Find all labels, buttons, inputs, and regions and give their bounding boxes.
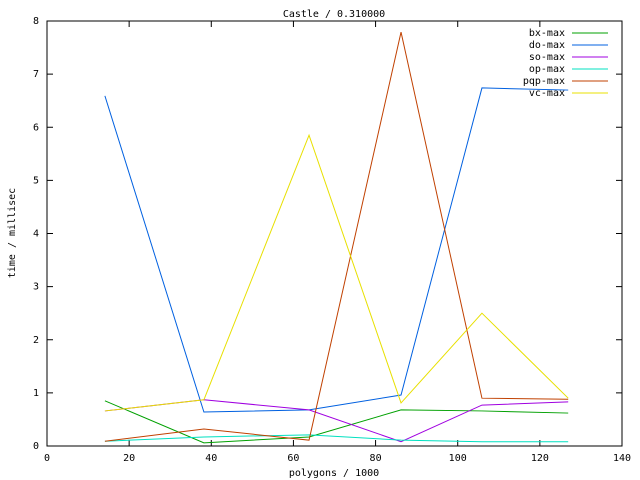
line-series	[104, 400, 569, 444]
y-tick-label: 2	[33, 335, 39, 346]
x-tick-label: 100	[449, 453, 467, 464]
x-tick-label: 60	[287, 453, 299, 464]
chart-title: Castle / 0.310000	[283, 9, 385, 20]
x-axis-label: polygons / 1000	[289, 468, 379, 479]
legend-label: do-max	[529, 40, 565, 51]
x-tick-label: 80	[370, 453, 382, 464]
legend-label: vc-max	[529, 88, 565, 99]
x-tick-label: 140	[613, 453, 631, 464]
y-tick-label: 0	[33, 441, 39, 452]
x-tick-label: 40	[205, 453, 217, 464]
y-axis-label: time / millisec	[7, 188, 18, 278]
y-tick-label: 6	[33, 122, 39, 133]
y-tick-label: 3	[33, 282, 39, 293]
y-tick-label: 8	[33, 16, 39, 27]
x-tick-label: 0	[44, 453, 50, 464]
x-tick-label: 120	[531, 453, 549, 464]
legend-label: so-max	[529, 52, 565, 63]
y-tick-label: 5	[33, 175, 39, 186]
y-tick-label: 1	[33, 388, 39, 399]
legend-label: pqp-max	[523, 76, 565, 87]
line-series	[104, 434, 569, 443]
x-tick-label: 20	[123, 453, 135, 464]
line-series	[104, 133, 569, 412]
line-series	[104, 87, 569, 413]
legend-label: bx-max	[529, 28, 565, 39]
line-series	[104, 32, 569, 442]
y-tick-label: 4	[33, 229, 39, 240]
legend-label: op-max	[529, 64, 565, 75]
y-tick-label: 7	[33, 69, 39, 80]
